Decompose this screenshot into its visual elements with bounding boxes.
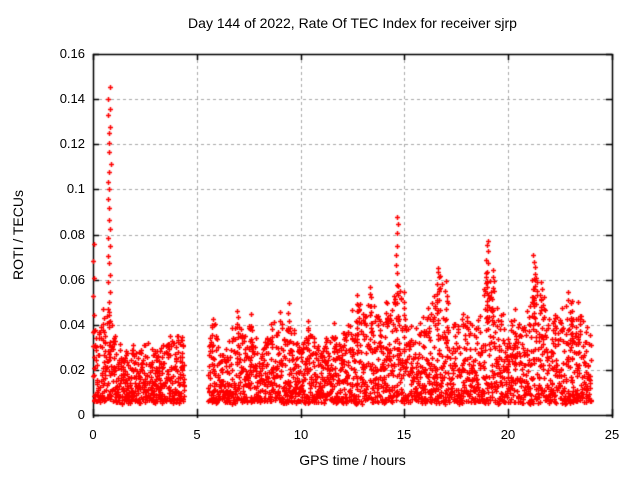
y-tick-label: 0.12 [59,136,85,151]
y-tick-label: 0.14 [59,91,85,106]
x-tick-label: 15 [396,427,412,442]
x-tick-label: 5 [193,427,201,442]
y-tick-label: 0.1 [66,181,85,196]
x-axis-label: GPS time / hours [299,452,406,468]
y-tick-label: 0.02 [59,362,85,377]
x-tick-label: 0 [89,427,97,442]
x-tick-label: 20 [500,427,516,442]
y-tick-label: 0.06 [59,272,85,287]
x-tick-label: 10 [293,427,309,442]
y-tick-label: 0.08 [59,227,85,242]
y-axis-label: ROTI / TECUs [10,189,26,280]
chart-title: Day 144 of 2022, Rate Of TEC Index for r… [188,15,517,31]
y-tick-label: 0 [77,407,85,422]
x-tick-label: 25 [604,427,620,442]
y-tick-label: 0.04 [59,317,85,332]
y-tick-label: 0.16 [59,46,85,61]
